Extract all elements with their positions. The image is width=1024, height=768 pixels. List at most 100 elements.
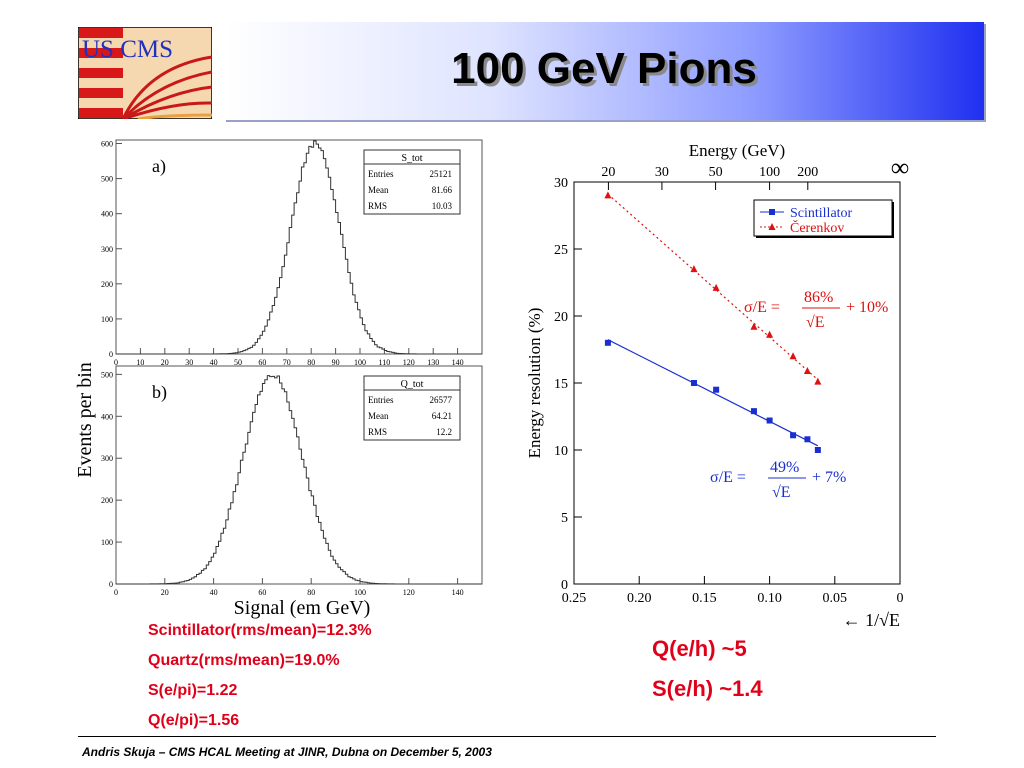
- histogram-panel-b: 0 100 200 300 400 500 0 20 40 60 80 100 120 140 b) Q_to…: [101, 365, 483, 597]
- y-tick-label: 30: [554, 176, 568, 191]
- stats-box: [363, 375, 461, 441]
- y-tick-label: 600: [101, 140, 113, 149]
- fit-line: [607, 193, 819, 381]
- stats-title: Q_tot: [401, 379, 424, 390]
- stats-value: 25121: [430, 169, 453, 179]
- footer-divider: [78, 736, 936, 737]
- fit-label-numerator: 49%: [770, 459, 799, 476]
- stats-value: 26577: [430, 395, 453, 405]
- y-tick-label: 25: [554, 243, 568, 258]
- x-tick-label: 120: [403, 358, 415, 367]
- y-tick-label: 100: [101, 315, 113, 324]
- data-point: [604, 339, 611, 346]
- x-tick-label: 30: [185, 358, 193, 367]
- y-tick-label: 300: [101, 454, 113, 463]
- x-tick-label: 0.10: [757, 591, 782, 606]
- x-tick-label: 140: [452, 588, 464, 597]
- x-tick-label: 40: [210, 588, 218, 597]
- x-axis-label: ← 1/√E: [843, 610, 900, 630]
- legend-box: [753, 199, 893, 237]
- fit-label-numerator: 86%: [804, 289, 833, 306]
- x-tick-label: 100: [354, 588, 366, 597]
- data-point: [604, 191, 612, 199]
- y-tick-label: 400: [101, 412, 113, 421]
- y-tick-label: 0: [561, 578, 568, 593]
- hist-ylabel: Events per bin: [74, 362, 96, 478]
- x-tick-label: 0: [114, 588, 118, 597]
- data-point: [750, 322, 758, 330]
- data-point: [789, 352, 797, 360]
- stat-s-e-pi: S(e/pi)=1.22: [148, 682, 238, 699]
- data-point: [690, 380, 697, 386]
- q-e-h-ratio: Q(e/h) ~5: [652, 636, 747, 661]
- stats-key: Mean: [368, 185, 389, 195]
- data-point: [713, 386, 720, 393]
- x-tick-label: 60: [258, 588, 266, 597]
- x-tick-label: 0.20: [627, 591, 652, 606]
- fit-label-prefix: σ/E =: [710, 469, 746, 486]
- histogram-panel-a: 0 100 200 300 400 500 600 0 10 20 30 40 50 60 70 80 90 10…: [101, 139, 483, 367]
- x-tick-label: 70: [283, 358, 291, 367]
- stats-key: RMS: [368, 427, 387, 437]
- resolution-figure: 0 5 10 15 20 25 30 0.25 0.20 0.15 0.10 0.05 0 20 30 50 1…: [525, 141, 910, 630]
- x-tick-label: 90: [332, 358, 340, 367]
- data-point: [690, 265, 698, 273]
- stats-box: [363, 149, 461, 215]
- top-tick-label: ∞: [891, 153, 910, 182]
- histogram-outline: [116, 140, 482, 355]
- x-tick-label: 130: [427, 358, 439, 367]
- x-tick-label: 120: [403, 588, 415, 597]
- y-tick-label: 5: [561, 511, 568, 526]
- plot-frame: [573, 181, 901, 585]
- x-tick-label: 0.25: [562, 591, 587, 606]
- hist-xlabel: Signal (em GeV): [234, 597, 371, 619]
- y-tick-label: 300: [101, 245, 113, 254]
- legend-marker: [769, 209, 775, 215]
- data-point: [750, 408, 757, 415]
- histogram-figure: Events per bin Signal (em GeV) 010020030…: [74, 139, 483, 619]
- page-title: 100 GeV Pions: [451, 44, 757, 93]
- fit-line: [607, 339, 819, 447]
- data-point: [790, 432, 797, 439]
- y-tick-label: 200: [101, 496, 113, 505]
- panel-label: a): [152, 156, 166, 177]
- y-tick-label: 100: [101, 538, 113, 547]
- data-point: [712, 283, 720, 291]
- x-tick-label: 110: [379, 358, 391, 367]
- x-tick-label: 60: [258, 358, 266, 367]
- fit-label-suffix: + 7%: [812, 469, 846, 486]
- x-tick-label: 0.05: [823, 591, 848, 606]
- y-tick-label: 0: [109, 350, 113, 359]
- stats-value: 12.2: [436, 427, 452, 437]
- y-tick-label: 400: [101, 210, 113, 219]
- histogram-outline: [116, 375, 482, 585]
- y-tick-label: 500: [101, 175, 113, 184]
- x-tick-label: 20: [161, 588, 169, 597]
- top-tick-label: 200: [797, 165, 818, 180]
- x-tick-label: 0: [897, 591, 904, 606]
- data-point: [814, 377, 822, 385]
- data-point: [803, 366, 811, 374]
- stat-quartz: Quartz(rms/mean)=19.0%: [148, 652, 340, 669]
- fit-label-denominator: √E: [772, 484, 791, 501]
- us-cms-logo: US CMS: [77, 26, 213, 121]
- fit-label-prefix: σ/E =: [744, 299, 780, 316]
- x-tick-label: 0.15: [692, 591, 717, 606]
- fit-label-denominator: √E: [806, 314, 825, 331]
- x-tick-label: 100: [354, 358, 366, 367]
- title-banner: 100 GeV Pions: [224, 22, 984, 120]
- y-tick-label: 10: [554, 444, 568, 459]
- stat-scintillator: Scintillator(rms/mean)=12.3%: [148, 622, 372, 639]
- data-point: [766, 330, 774, 338]
- stats-key: Entries: [368, 395, 394, 405]
- y-tick-label: 200: [101, 280, 113, 289]
- x-tick-label: 20: [161, 358, 169, 367]
- s-e-h-ratio: S(e/h) ~1.4: [652, 676, 763, 701]
- legend-label: Čerenkov: [790, 219, 844, 236]
- y-tick-label: 0: [109, 580, 113, 589]
- top-tick-label: 20: [601, 165, 615, 180]
- top-axis-label: Energy (GeV): [689, 141, 785, 160]
- footer-text: Andris Skuja – CMS HCAL Meeting at JINR,…: [82, 745, 492, 759]
- stat-q-e-pi: Q(e/pi)=1.56: [148, 712, 240, 729]
- y-tick-label: 15: [554, 377, 568, 392]
